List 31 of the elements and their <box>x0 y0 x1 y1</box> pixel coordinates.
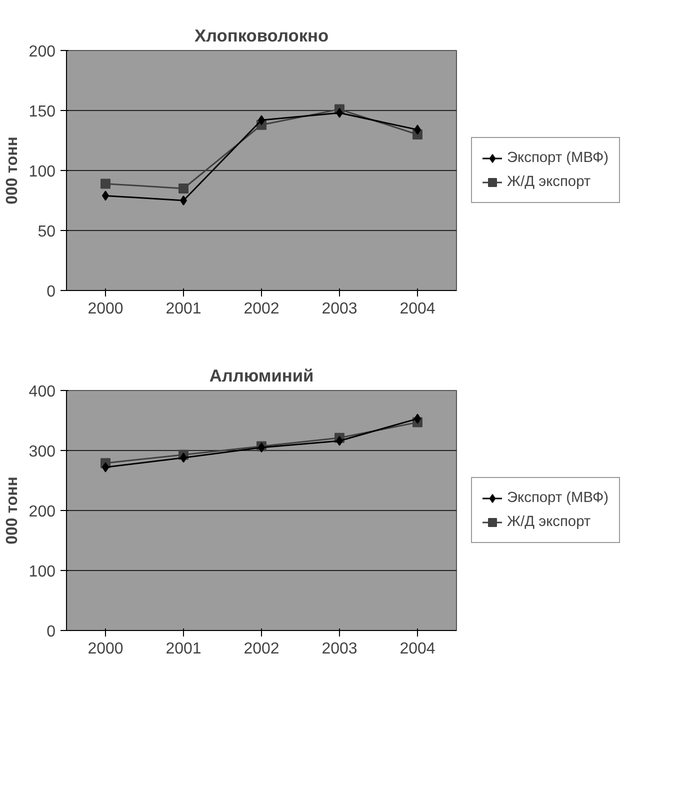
x-tick-label: 2001 <box>166 640 202 658</box>
point <box>178 184 188 194</box>
y-tick-label: 0 <box>46 624 56 640</box>
x-tick-label: 2004 <box>400 300 436 318</box>
chart-title: Аллюминий <box>209 366 314 386</box>
y-tick-label: 100 <box>28 164 56 180</box>
x-tick-label: 2001 <box>166 300 202 318</box>
y-tick-label: 400 <box>28 384 56 400</box>
y-tick-label: 300 <box>28 444 56 460</box>
x-tick-label: 2003 <box>322 640 358 658</box>
point <box>100 178 110 189</box>
y-tick-label: 200 <box>28 44 56 60</box>
y-axis-title: 000 тонн <box>4 136 21 204</box>
x-tick-label: 2000 <box>88 640 124 658</box>
legend-label: Ж/Д экспорт <box>507 514 591 530</box>
legend-label: Экспорт (МВФ) <box>507 490 609 506</box>
x-tick-label: 2003 <box>322 300 358 318</box>
x-tick-label: 2002 <box>244 300 280 318</box>
x-tick-label: 2000 <box>88 300 124 318</box>
chart-title: Хлопковолокно <box>194 26 329 46</box>
x-tick-label: 2004 <box>400 640 436 658</box>
y-tick-label: 0 <box>46 284 56 300</box>
point <box>180 196 187 206</box>
y-tick-label: 200 <box>28 504 56 520</box>
y-tick-label: 100 <box>28 564 56 580</box>
legend-label: Ж/Д экспорт <box>507 174 591 190</box>
y-tick-label: 150 <box>28 104 56 120</box>
legend-label: Экспорт (МВФ) <box>507 150 609 166</box>
y-tick-label: 50 <box>38 224 56 240</box>
y-axis-title: 000 тонн <box>4 476 21 544</box>
x-tick-label: 2002 <box>244 640 280 658</box>
